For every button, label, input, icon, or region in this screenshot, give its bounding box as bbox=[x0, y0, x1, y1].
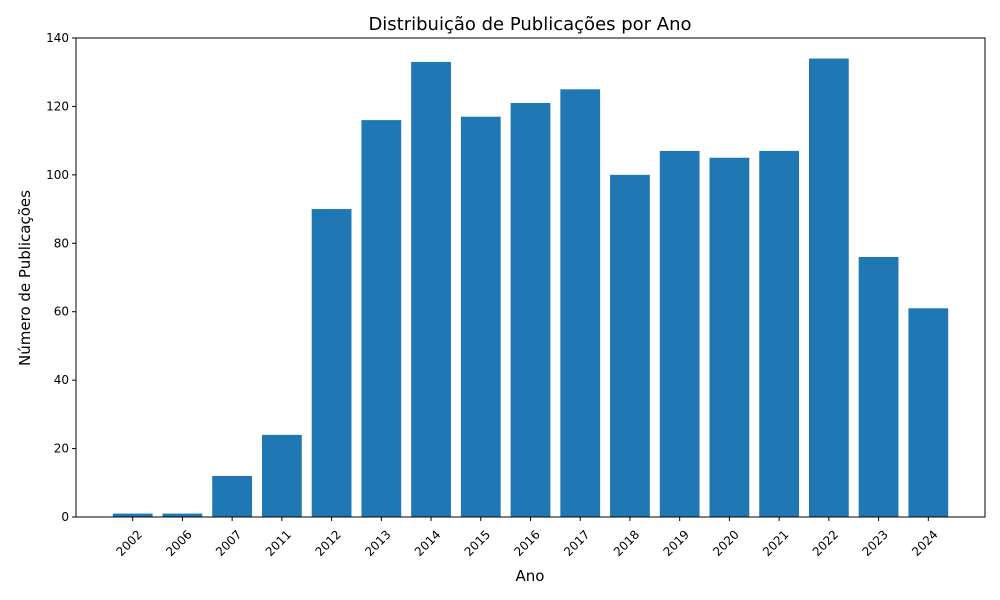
bars-group bbox=[112, 58, 949, 518]
y-tick-label: 80 bbox=[54, 236, 69, 250]
y-axis-label: Número de Publicações bbox=[16, 190, 34, 366]
x-tick-label: 2007 bbox=[213, 527, 244, 558]
bar-2019 bbox=[659, 150, 700, 517]
x-tick-label: 2019 bbox=[661, 527, 692, 558]
x-tick-label: 2021 bbox=[760, 527, 791, 558]
bar-2014 bbox=[411, 61, 451, 517]
x-axis-label: Ano bbox=[516, 567, 545, 585]
y-tick-label: 20 bbox=[54, 442, 69, 456]
bar-2023 bbox=[858, 256, 899, 517]
bar-2017 bbox=[560, 89, 601, 518]
y-tick-label: 120 bbox=[46, 99, 69, 113]
x-tick-label: 2022 bbox=[810, 527, 841, 558]
y-tick-label: 140 bbox=[46, 31, 69, 45]
y-tick-label: 40 bbox=[54, 373, 69, 387]
plot-frame bbox=[75, 37, 986, 518]
bar-2018 bbox=[610, 174, 650, 517]
x-tick-label: 2013 bbox=[362, 527, 393, 558]
x-tick-label: 2016 bbox=[511, 527, 542, 558]
x-tick-label: 2006 bbox=[163, 527, 194, 558]
bar-2002 bbox=[112, 513, 153, 517]
x-tick-label: 2024 bbox=[909, 527, 940, 558]
y-ticks-group: 0 20 40 60 80 100 120 140 bbox=[46, 31, 76, 524]
x-tick-label: 2018 bbox=[611, 527, 642, 558]
x-tick-label: 2011 bbox=[263, 527, 294, 558]
bar-2013 bbox=[361, 120, 402, 517]
bar-2015 bbox=[460, 116, 501, 517]
bar-2021 bbox=[759, 150, 800, 517]
x-tick-label: 2002 bbox=[114, 527, 145, 558]
y-tick-label: 60 bbox=[54, 305, 69, 319]
chart-title: Distribuição de Publicações por Ano bbox=[368, 14, 691, 35]
x-tick-label: 2015 bbox=[462, 527, 493, 558]
x-tick-label: 2023 bbox=[859, 527, 890, 558]
bar-2016 bbox=[510, 103, 551, 517]
bar-2006 bbox=[162, 513, 203, 517]
bar-2007 bbox=[212, 475, 253, 517]
x-tick-label: 2020 bbox=[710, 527, 741, 558]
bar-2024 bbox=[908, 308, 949, 517]
y-tick-label: 0 bbox=[61, 510, 69, 524]
bar-2022 bbox=[808, 58, 849, 518]
x-tick-label: 2012 bbox=[312, 527, 343, 558]
bar-2020 bbox=[709, 157, 750, 517]
bar-2011 bbox=[261, 434, 302, 517]
y-tick-label: 100 bbox=[46, 168, 69, 182]
x-tick-label: 2014 bbox=[412, 527, 443, 558]
x-ticks-group: 2002 2006 2007 2011 2012 2013 2014 2015 2016 2017… bbox=[114, 517, 941, 559]
x-tick-label: 2017 bbox=[561, 527, 592, 558]
bar-2012 bbox=[311, 209, 352, 518]
